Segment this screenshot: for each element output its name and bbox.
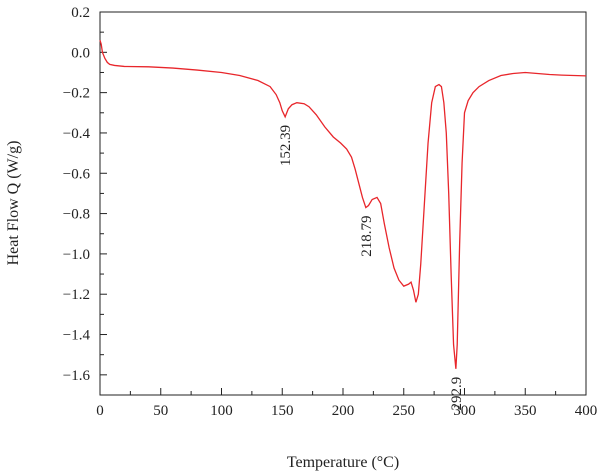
x-tick-label: 250 <box>393 403 416 419</box>
y-tick-label: −0.8 <box>63 207 90 223</box>
peak-label: 292.9 <box>449 377 465 411</box>
y-tick-label: 0.2 <box>71 5 90 21</box>
peak-annotations: 152.39 218.79 292.9 <box>278 125 465 411</box>
x-tick-label: 300 <box>453 403 476 419</box>
y-tick-label: −1.2 <box>63 287 90 303</box>
x-tick-label: 100 <box>210 403 233 419</box>
y-tick-label: −1.0 <box>63 247 90 263</box>
heat-flow-series-line <box>99 40 587 369</box>
peak-label: 218.79 <box>359 216 375 257</box>
x-tick-label: 0 <box>96 403 104 419</box>
x-axis-ticks: 0 50 100 150 200 250 300 350 400 <box>96 388 597 419</box>
x-tick-label: 50 <box>153 403 168 419</box>
y-tick-label: −0.6 <box>63 166 91 182</box>
plot-frame <box>99 11 587 396</box>
x-tick-label: 400 <box>575 403 598 419</box>
y-axis-title: Heat Flow Q (W/g) <box>5 141 22 266</box>
y-tick-label: −1.4 <box>63 328 91 344</box>
y-tick-label: 0.0 <box>71 45 90 61</box>
x-axis-title: Temperature (°C) <box>287 454 399 471</box>
x-tick-label: 200 <box>332 403 355 419</box>
y-tick-label: −1.6 <box>63 368 91 384</box>
y-tick-label: −0.4 <box>63 126 91 142</box>
x-tick-label: 150 <box>271 403 294 419</box>
y-axis-ticks: 0.2 0.0 −0.2 −0.4 −0.6 −0.8 −1.0 −1.2 −1.4 −1.6 <box>63 5 107 384</box>
y-tick-label: −0.2 <box>63 86 90 102</box>
peak-label: 152.39 <box>278 125 294 166</box>
x-tick-label: 350 <box>514 403 537 419</box>
